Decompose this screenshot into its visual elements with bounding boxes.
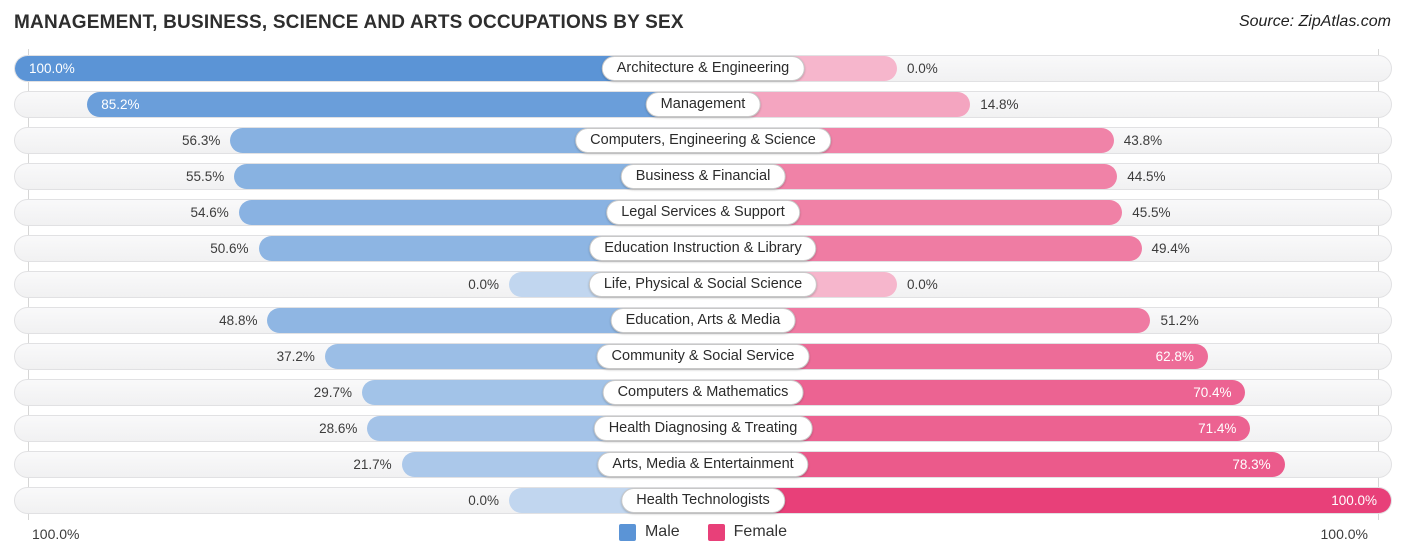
male-value-label: 55.5% bbox=[186, 169, 225, 184]
female-value-label: 49.4% bbox=[1151, 241, 1190, 256]
male-legend-swatch bbox=[618, 523, 636, 541]
category-label: Community & Social Service bbox=[596, 344, 810, 369]
bar-row: 28.6% 71.4% Health Diagnosing & Treating bbox=[14, 415, 1392, 442]
female-value-label: 78.3% bbox=[1232, 457, 1271, 472]
male-bar bbox=[87, 92, 703, 117]
bar-row: 0.0% 100.0% Health Technologists bbox=[14, 487, 1392, 514]
category-label: Health Diagnosing & Treating bbox=[593, 416, 813, 441]
bar-row: 29.7% 70.4% Computers & Mathematics bbox=[14, 379, 1392, 406]
male-value-label: 100.0% bbox=[29, 61, 75, 76]
female-value-label: 51.2% bbox=[1160, 313, 1199, 328]
male-value-label: 85.2% bbox=[101, 97, 140, 112]
male-bar bbox=[15, 56, 703, 81]
female-value-label: 71.4% bbox=[1198, 421, 1237, 436]
source-attribution: Source: ZipAtlas.com bbox=[1238, 13, 1391, 30]
male-value-label: 0.0% bbox=[468, 277, 499, 292]
bar-row: 48.8% 51.2% Education, Arts & Media bbox=[14, 307, 1392, 334]
male-value-label: 0.0% bbox=[468, 493, 499, 508]
female-value-label: 14.8% bbox=[980, 97, 1019, 112]
bar-row: 50.6% 49.4% Education Instruction & Librar… bbox=[14, 235, 1392, 262]
axis-label-left: 100.0% bbox=[32, 526, 80, 542]
category-label: Legal Services & Support bbox=[606, 200, 800, 225]
female-value-label: 44.5% bbox=[1127, 169, 1166, 184]
category-label: Management bbox=[645, 92, 761, 117]
bar-row: 0.0% 0.0% Life, Physical & Social Science bbox=[14, 271, 1392, 298]
chart-title: MANAGEMENT, BUSINESS, SCIENCE AND ARTS O… bbox=[14, 12, 684, 33]
bar-row: 100.0% 0.0% Architecture & Engineering bbox=[14, 55, 1392, 82]
female-value-label: 0.0% bbox=[907, 61, 938, 76]
male-value-label: 54.6% bbox=[190, 205, 229, 220]
chart-header: MANAGEMENT, BUSINESS, SCIENCE AND ARTS O… bbox=[0, 10, 1406, 46]
female-value-label: 0.0% bbox=[907, 277, 938, 292]
category-label: Computers & Mathematics bbox=[602, 380, 804, 405]
male-value-label: 28.6% bbox=[319, 421, 358, 436]
chart-footer: 100.0% Male Female 100.0% bbox=[0, 520, 1406, 550]
bar-row: 56.3% 43.8% Computers, Engineering & Scien… bbox=[14, 127, 1392, 154]
female-bar bbox=[703, 488, 1391, 513]
category-label: Computers, Engineering & Science bbox=[575, 128, 831, 153]
category-label: Arts, Media & Entertainment bbox=[597, 452, 809, 477]
category-label: Architecture & Engineering bbox=[601, 56, 805, 81]
bar-row: 85.2% 14.8% Management bbox=[14, 91, 1392, 118]
bar-row: 37.2% 62.8% Community & Social Service bbox=[14, 343, 1392, 370]
bar-row: 21.7% 78.3% Arts, Media & Entertainment bbox=[14, 451, 1392, 478]
category-label: Life, Physical & Social Science bbox=[588, 272, 818, 297]
bar-chart-area: 100.0% 0.0% Architecture & Engineering 85.2… bbox=[0, 49, 1406, 520]
female-value-label: 43.8% bbox=[1123, 133, 1163, 148]
bar-row: 54.6% 45.5% Legal Services & Support bbox=[14, 199, 1392, 226]
category-label: Business & Financial bbox=[620, 164, 786, 189]
female-value-label: 100.0% bbox=[1331, 493, 1377, 508]
category-label: Health Technologists bbox=[621, 488, 785, 513]
legend-male-label: Male bbox=[644, 523, 680, 540]
female-value-label: 45.5% bbox=[1132, 205, 1171, 220]
legend-female-label: Female bbox=[733, 523, 788, 540]
female-value-label: 70.4% bbox=[1193, 385, 1232, 400]
legend: Male Female bbox=[0, 523, 1406, 541]
male-value-label: 56.3% bbox=[182, 133, 221, 148]
bar-row: 55.5% 44.5% Business & Financial bbox=[14, 163, 1392, 190]
male-value-label: 48.8% bbox=[219, 313, 258, 328]
category-label: Education Instruction & Library bbox=[589, 236, 817, 261]
male-value-label: 29.7% bbox=[313, 385, 352, 400]
male-value-label: 37.2% bbox=[276, 349, 315, 364]
male-value-label: 50.6% bbox=[210, 241, 249, 256]
male-value-label: 21.7% bbox=[353, 457, 392, 472]
female-value-label: 62.8% bbox=[1155, 349, 1194, 364]
female-legend-swatch bbox=[707, 523, 725, 541]
category-label: Education, Arts & Media bbox=[610, 308, 796, 333]
axis-label-right: 100.0% bbox=[1320, 526, 1368, 542]
